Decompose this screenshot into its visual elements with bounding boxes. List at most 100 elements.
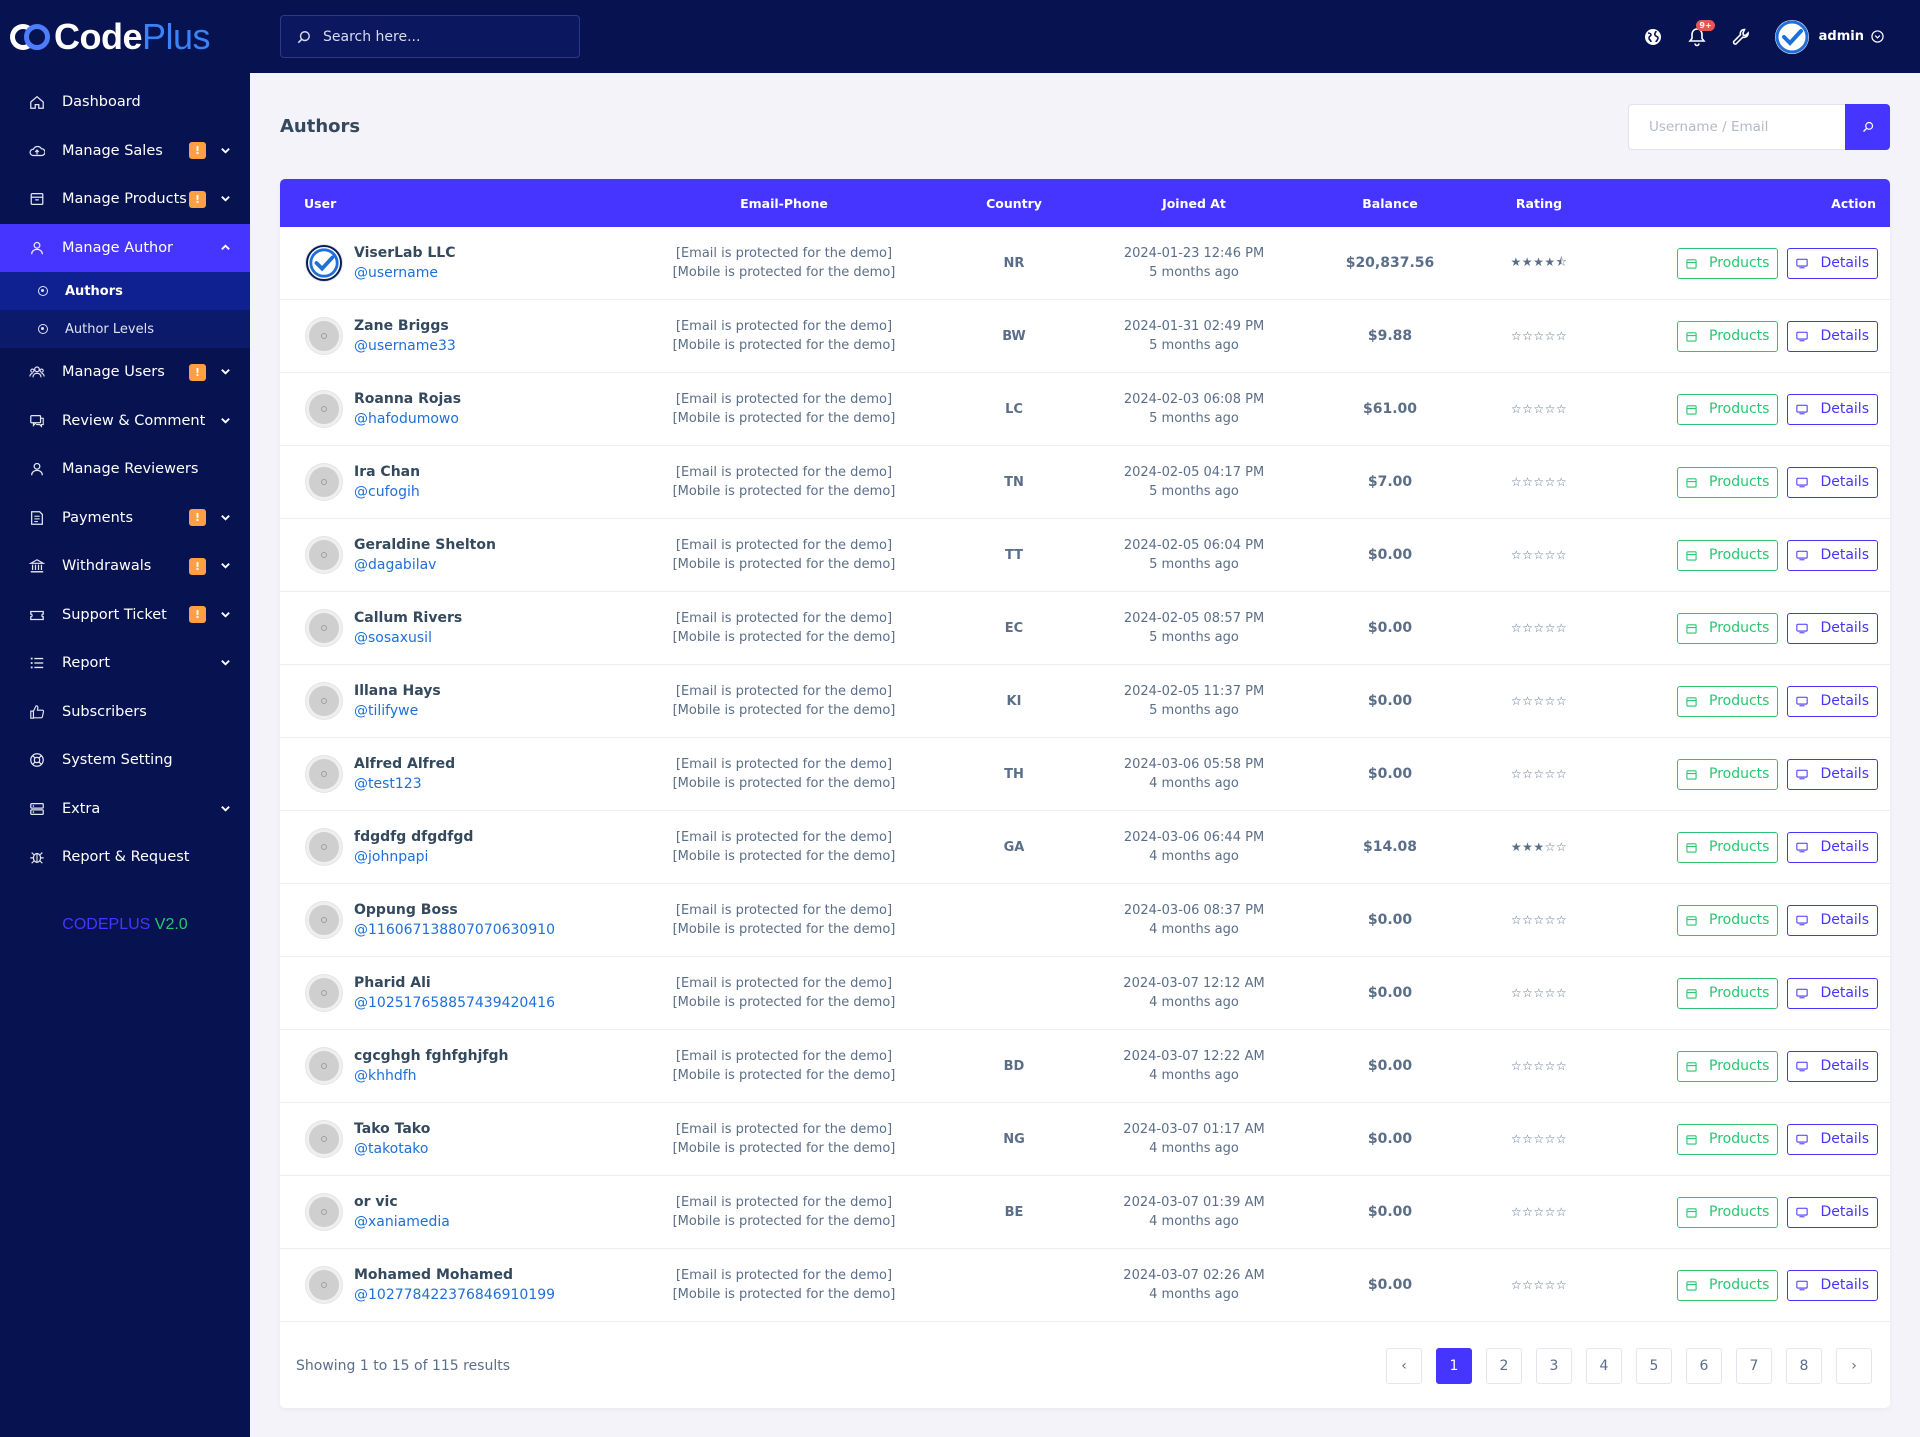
email-value: [Email is protected for the demo]	[675, 392, 893, 407]
details-button-label: Details	[1820, 839, 1869, 855]
username-link[interactable]: @sosaxusil	[354, 630, 432, 646]
details-button[interactable]: Details	[1787, 539, 1878, 571]
sidebar-item-report[interactable]: Report	[0, 639, 250, 688]
products-button[interactable]: Products	[1677, 1196, 1779, 1228]
balance-cell: $61.00	[1362, 401, 1418, 417]
country-cell: TN	[1004, 474, 1024, 490]
user-info: or vic @xaniamedia	[354, 1194, 450, 1230]
sidebar-item-report-request[interactable]: Report & Request	[0, 833, 250, 882]
details-button[interactable]: Details	[1787, 977, 1878, 1009]
username-link[interactable]: @khhdfh	[354, 1068, 417, 1084]
sidebar-item-extra[interactable]: Extra	[0, 785, 250, 834]
products-button[interactable]: Products	[1677, 685, 1779, 717]
search-button[interactable]	[1845, 104, 1890, 150]
details-button[interactable]: Details	[1787, 904, 1878, 936]
username-link[interactable]: @tilifywe	[354, 703, 419, 719]
username-link[interactable]: @102517658857439420416	[354, 995, 556, 1011]
username-link[interactable]: @116067138807070630910	[354, 922, 556, 938]
globe-icon[interactable]	[1641, 25, 1665, 49]
details-button[interactable]: Details	[1787, 612, 1878, 644]
details-button[interactable]: Details	[1787, 320, 1878, 352]
desktop-icon	[1796, 915, 1814, 926]
phone-value: [Mobile is protected for the demo]	[672, 995, 896, 1010]
details-button[interactable]: Details	[1787, 393, 1878, 425]
sidebar-item-manage-reviewers[interactable]: Manage Reviewers	[0, 445, 250, 494]
sidebar-item-manage-sales[interactable]: Manage Sales!	[0, 127, 250, 176]
details-button[interactable]: Details	[1787, 758, 1878, 790]
pagination-page-1[interactable]: 1	[1436, 1348, 1472, 1384]
username-link[interactable]: @username	[354, 265, 438, 281]
products-button[interactable]: Products	[1677, 393, 1779, 425]
username-link[interactable]: @test123	[354, 776, 422, 792]
sidebar-item-system-setting[interactable]: System Setting	[0, 736, 250, 785]
details-button[interactable]: Details	[1787, 1050, 1878, 1082]
pagination-next-button[interactable]: ›	[1836, 1348, 1872, 1384]
details-button[interactable]: Details	[1787, 1269, 1878, 1301]
pagination-page-3[interactable]: 3	[1536, 1348, 1572, 1384]
username-link[interactable]: @takotako	[354, 1141, 429, 1157]
username-link[interactable]: @dagabilav	[354, 557, 437, 573]
pagination-page-4[interactable]: 4	[1586, 1348, 1622, 1384]
balance-cell: $0.00	[1367, 1277, 1413, 1293]
username-link[interactable]: @cufogih	[354, 484, 420, 500]
search-input[interactable]	[323, 28, 563, 45]
details-button[interactable]: Details	[1787, 1123, 1878, 1155]
sidebar-item-subscribers[interactable]: Subscribers	[0, 688, 250, 737]
user-info: fdgdfg dfgdfgd @johnpapi	[354, 829, 473, 865]
pagination-page-5[interactable]: 5	[1636, 1348, 1672, 1384]
admin-menu[interactable]: admin	[1774, 19, 1884, 54]
username-link[interactable]: @102778422376846910199	[354, 1287, 556, 1303]
joined-cell: 2024-01-31 02:49 PM 5 months ago	[1090, 317, 1298, 355]
username-link[interactable]: @xaniamedia	[354, 1214, 450, 1230]
products-button[interactable]: Products	[1677, 466, 1779, 498]
pagination-page-7[interactable]: 7	[1736, 1348, 1772, 1384]
sidebar-item-review-comment[interactable]: Review & Comment	[0, 397, 250, 446]
products-button[interactable]: Products	[1677, 904, 1779, 936]
products-button[interactable]: Products	[1677, 1050, 1779, 1082]
products-button[interactable]: Products	[1677, 758, 1779, 790]
email-phone-cell: [Email is protected for the demo] [Mobile…	[630, 536, 938, 574]
products-button[interactable]: Products	[1677, 831, 1779, 863]
sidebar-subitem-authors[interactable]: Authors	[0, 272, 250, 310]
details-button[interactable]: Details	[1787, 1196, 1878, 1228]
details-button[interactable]: Details	[1787, 466, 1878, 498]
details-button[interactable]: Details	[1787, 831, 1878, 863]
sidebar-item-label: Extra	[62, 800, 101, 817]
sidebar-item-manage-author[interactable]: Manage Author	[0, 223, 250, 272]
joined-ago: 4 months ago	[1149, 1141, 1239, 1156]
joined-ago: 4 months ago	[1149, 1068, 1239, 1083]
username-link[interactable]: @hafodumowo	[354, 411, 459, 427]
products-button[interactable]: Products	[1677, 247, 1779, 279]
brand-logo[interactable]: CodePlus	[0, 0, 250, 73]
pagination-page-2[interactable]: 2	[1486, 1348, 1522, 1384]
sidebar-menu: Dashboard Manage Sales! Manage Products! Ma…	[0, 78, 250, 882]
wrench-icon[interactable]	[1729, 25, 1753, 49]
search-box[interactable]	[280, 15, 580, 58]
username-email-input[interactable]	[1628, 104, 1845, 150]
sidebar: CodePlus Dashboard Manage Sales! Manage Pr…	[0, 0, 250, 1437]
sidebar-item-manage-products[interactable]: Manage Products!	[0, 175, 250, 224]
products-button[interactable]: Products	[1677, 977, 1779, 1009]
details-button[interactable]: Details	[1787, 685, 1878, 717]
sidebar-item-withdrawals[interactable]: Withdrawals!	[0, 542, 250, 591]
details-button[interactable]: Details	[1787, 247, 1878, 279]
sidebar-item-manage-users[interactable]: Manage Users!	[0, 348, 250, 397]
bell-icon[interactable]: 9+	[1685, 19, 1715, 49]
pagination-prev-button[interactable]: ‹	[1386, 1348, 1422, 1384]
products-button[interactable]: Products	[1677, 320, 1779, 352]
username-link[interactable]: @johnpapi	[354, 849, 429, 865]
products-button[interactable]: Products	[1677, 1269, 1779, 1301]
username-link[interactable]: @username33	[354, 338, 456, 354]
sidebar-subitem-author-levels[interactable]: Author Levels	[0, 310, 250, 348]
products-button[interactable]: Products	[1677, 612, 1779, 644]
pagination-page-8[interactable]: 8	[1786, 1348, 1822, 1384]
pagination-page-6[interactable]: 6	[1686, 1348, 1722, 1384]
products-button[interactable]: Products	[1677, 539, 1779, 571]
sidebar-item-payments[interactable]: Payments!	[0, 494, 250, 543]
sidebar-item-dashboard[interactable]: Dashboard	[0, 78, 250, 127]
rating-stars: ☆☆☆☆☆	[1510, 621, 1568, 635]
user-info: Tako Tako @takotako	[354, 1121, 430, 1157]
user-name: Callum Rivers	[354, 610, 463, 626]
sidebar-item-support-ticket[interactable]: Support Ticket!	[0, 591, 250, 640]
products-button[interactable]: Products	[1677, 1123, 1779, 1155]
